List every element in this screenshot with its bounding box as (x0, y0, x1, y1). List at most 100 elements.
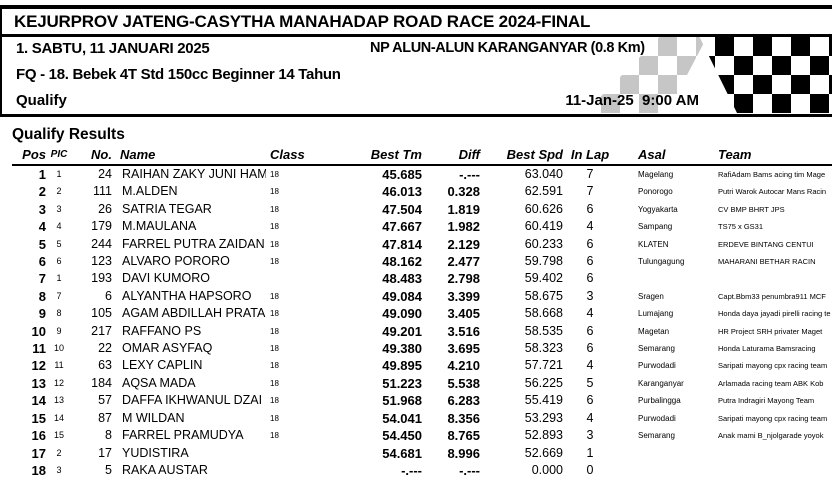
cell-asal: Magelang (638, 170, 674, 179)
cell-no: 5 (105, 462, 112, 477)
result-row: 16 15 8 FARREL PRAMUDYA 18 54.450 8.765 52.893 3… (12, 427, 832, 444)
result-row: 8 7 6 ALYANTHA HAPSORO 18 49.084 3.399 58.675 3 S… (12, 288, 832, 305)
cell-diff: 8.356 (447, 410, 480, 426)
cell-pic: 13 (53, 395, 64, 406)
cell-pos: 7 (38, 271, 46, 287)
cell-diff: -.--- (459, 462, 480, 478)
cell-in-lap: 5 (586, 375, 594, 390)
cell-no: 105 (91, 306, 112, 321)
cell-class: 18 (270, 170, 279, 179)
cell-no: 26 (98, 201, 112, 216)
cell-class: 18 (270, 413, 279, 423)
cell-pic: 7 (56, 290, 62, 301)
cell-no: 57 (98, 393, 112, 408)
cell-name: AQSA MADA (122, 375, 196, 390)
cell-best-tm: 51.223 (382, 375, 422, 391)
cell-team: RafiAdam Bams acing tim Mage (718, 170, 826, 179)
cell-asal: Lumajang (638, 309, 674, 319)
cell-best-spd: 57.721 (524, 358, 563, 373)
cell-diff: 2.477 (447, 254, 480, 270)
cell-pos: 2 (38, 184, 46, 200)
cell-best-tm: 54.450 (382, 428, 422, 444)
cell-asal (615, 270, 712, 287)
event-day: 1. SABTU, 11 JANUARI 2025 (16, 40, 210, 57)
cell-asal: Karanganyar (638, 378, 684, 388)
cell-team: Arlamada racing team ABK Kob (718, 378, 824, 388)
cell-pos: 13 (31, 375, 46, 391)
cell-best-spd: 58.668 (524, 306, 563, 321)
col-header-team: Team (712, 147, 832, 166)
cell-best-tm: 49.084 (382, 288, 422, 304)
cell-best-spd: 52.669 (524, 445, 563, 460)
cell-pos: 16 (31, 428, 46, 444)
cell-best-tm: 45.685 (382, 167, 422, 182)
cell-name: YUDISTIRA (122, 445, 189, 460)
session-label: Qualify (16, 92, 67, 109)
cell-pic: 12 (53, 377, 64, 388)
cell-best-tm: 54.681 (382, 445, 422, 461)
cell-class: 18 (270, 326, 279, 336)
cell-team (712, 462, 832, 479)
result-row: 1 1 24 RAIHAN ZAKY JUNI HAM 18 45.685 -.--- 63.… (12, 165, 832, 183)
cell-team: HR Project SRH privater Maget (718, 326, 823, 336)
cell-best-tm: 47.814 (382, 236, 422, 252)
cell-best-spd: 52.893 (524, 428, 563, 443)
cell-team: ERDEVE BINTANG CENTUI (718, 239, 814, 249)
cell-name: LEXY CAPLIN (122, 358, 203, 373)
cell-pic: 3 (56, 203, 62, 214)
cell-team: Honda Laturama Bamsracing (718, 344, 816, 354)
cell-team (712, 445, 832, 462)
col-header-best-tm: Best Tm (300, 147, 422, 166)
cell-class: 18 (270, 344, 279, 354)
result-row: 5 5 244 FARREL PUTRA ZAIDAN 18 47.814 2.129 60.… (12, 236, 832, 253)
session-datetime: 11-Jan-25 9:00 AM (565, 92, 699, 109)
cell-team: Capt.Bbm33 penumbra911 MCF (718, 291, 826, 301)
event-venue: NP ALUN-ALUN KARANGANYAR (0.8 Km) (370, 40, 645, 56)
result-row: 11 10 22 OMAR ASYFAQ 18 49.380 3.695 58.323 6 Sem… (12, 340, 832, 357)
cell-in-lap: 6 (586, 323, 594, 338)
cell-asal (615, 445, 712, 462)
cell-name: DAFFA IKHWANUL DZAI (122, 393, 263, 408)
cell-diff: 1.819 (447, 201, 480, 217)
cell-no: 217 (91, 323, 112, 338)
col-header-pos: Pos (12, 147, 46, 166)
cell-best-tm: 48.483 (382, 271, 422, 287)
cell-best-spd: 60.419 (524, 219, 563, 234)
cell-diff: 2.798 (447, 271, 480, 287)
cell-asal: Magetan (638, 326, 670, 336)
cell-class: 18 (270, 309, 279, 319)
cell-best-tm: 49.090 (382, 306, 422, 322)
cell-in-lap: 3 (586, 428, 594, 443)
cell-no: 17 (98, 445, 112, 460)
cell-best-spd: 56.225 (524, 375, 563, 390)
cell-no: 63 (98, 358, 112, 373)
cell-best-tm: 51.968 (382, 393, 422, 409)
cell-name: RAKA AUSTAR (122, 462, 208, 477)
results-table: Pos PIC No. Name Class Best Tm Diff Best… (12, 147, 832, 479)
cell-asal: Purbalingga (638, 396, 681, 406)
cell-pic: 3 (56, 464, 62, 475)
cell-no: 244 (91, 236, 112, 251)
cell-team: Putra Indragiri Mayong Team (718, 396, 815, 406)
cell-pic: 9 (56, 325, 62, 336)
cell-best-spd: 53.293 (524, 410, 563, 425)
cell-in-lap: 6 (586, 393, 594, 408)
cell-best-tm: 47.504 (382, 201, 422, 217)
cell-pic: 15 (53, 430, 64, 441)
cell-in-lap: 4 (586, 306, 594, 321)
results-title: Qualify Results (12, 126, 125, 143)
cell-class: 18 (270, 257, 279, 267)
cell-asal: KLATEN (638, 239, 669, 249)
report-header: KEJURPROV JATENG-CASYTHA MANAHADAP ROAD … (0, 5, 832, 117)
result-row: 17 2 17 YUDISTIRA 54.681 8.996 52.669 1 (12, 445, 832, 462)
cell-class: 18 (270, 378, 279, 388)
cell-team: Saripati mayong cpx racing team (718, 413, 828, 423)
cell-asal: Ponorogo (638, 187, 673, 197)
result-row: 9 8 105 AGAM ABDILLAH PRATA 18 49.090 3.405 58.… (12, 305, 832, 322)
cell-class: 18 (270, 361, 279, 371)
cell-pic: 10 (53, 343, 64, 354)
cell-pos: 14 (31, 393, 46, 409)
cell-best-spd: 60.626 (524, 201, 563, 216)
result-row: 12 11 63 LEXY CAPLIN 18 49.895 4.210 57.721 4 Pur… (12, 357, 832, 374)
cell-diff: 4.210 (447, 358, 480, 374)
